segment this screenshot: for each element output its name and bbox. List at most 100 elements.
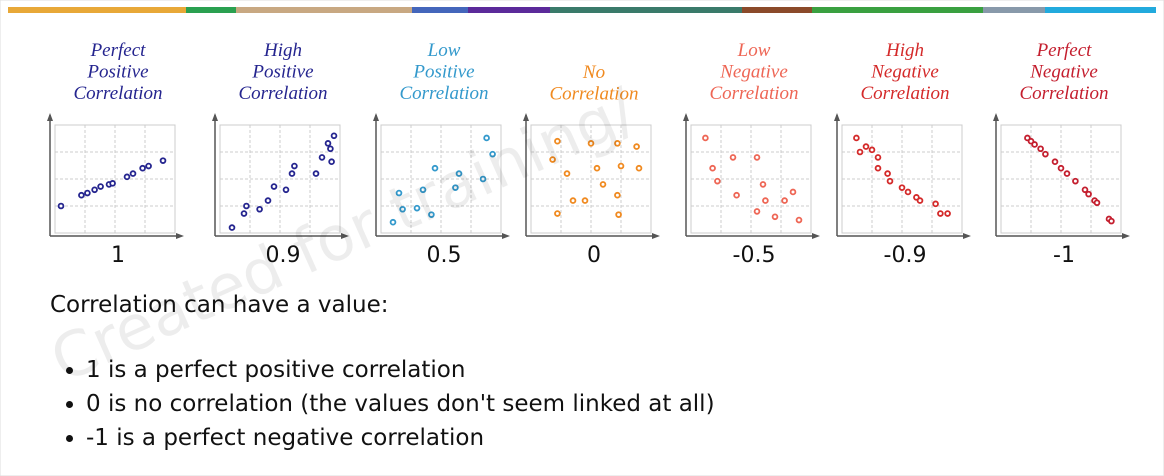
point xyxy=(129,170,137,177)
panel-title: Correlation xyxy=(73,83,162,104)
panel-title: Positive xyxy=(86,62,148,83)
arrow xyxy=(523,113,529,121)
point xyxy=(139,164,146,172)
panel-title: Negative xyxy=(870,62,939,83)
point xyxy=(862,143,870,150)
point xyxy=(771,213,779,221)
point xyxy=(932,200,939,208)
point xyxy=(228,224,236,231)
bullet: -1 is a perfect negative correlation xyxy=(86,424,715,453)
point xyxy=(599,181,607,188)
point xyxy=(753,154,761,161)
point xyxy=(145,162,152,170)
correlation-value: 1 xyxy=(111,243,125,268)
arrow xyxy=(47,113,53,121)
point xyxy=(617,162,625,170)
point xyxy=(856,148,864,156)
point xyxy=(455,170,463,177)
panel-title: Correlation xyxy=(860,83,949,104)
point xyxy=(789,188,797,196)
point xyxy=(159,157,167,164)
panel-title: Correlation xyxy=(399,83,488,104)
point xyxy=(479,175,487,183)
top-bar xyxy=(8,7,1156,13)
point xyxy=(635,164,643,172)
correlation-value: -0.5 xyxy=(733,243,776,268)
point xyxy=(288,170,296,177)
panel-title: Perfect xyxy=(1036,40,1093,61)
point xyxy=(714,177,721,185)
point xyxy=(729,154,737,161)
point xyxy=(1057,164,1065,172)
point xyxy=(874,154,882,161)
panel-title: Correlation xyxy=(709,83,798,104)
point xyxy=(270,183,278,190)
point xyxy=(1031,141,1038,148)
point xyxy=(399,205,406,213)
correlation-value: -0.9 xyxy=(884,243,927,268)
point xyxy=(937,210,944,217)
point xyxy=(431,164,439,172)
panel-title: Negative xyxy=(1029,62,1098,83)
point xyxy=(1072,177,1079,185)
point xyxy=(84,189,91,197)
panel-title: Negative xyxy=(719,62,788,83)
point xyxy=(569,197,577,204)
point xyxy=(327,145,334,153)
point xyxy=(633,143,640,150)
point xyxy=(581,197,589,204)
arrow xyxy=(993,113,999,121)
arrow xyxy=(341,233,349,239)
panel-title: No xyxy=(582,62,605,83)
point xyxy=(97,183,104,190)
point xyxy=(1042,150,1049,158)
point xyxy=(1093,199,1101,207)
point xyxy=(328,158,335,166)
point xyxy=(886,177,894,185)
panel-title: Correlation xyxy=(549,84,638,105)
point xyxy=(853,134,860,142)
point xyxy=(554,210,561,217)
point xyxy=(614,191,621,199)
point xyxy=(916,197,924,204)
body-text: Correlation can have a value: 1 is a per… xyxy=(50,292,715,458)
point xyxy=(549,156,556,163)
point xyxy=(91,186,98,194)
point xyxy=(256,205,263,213)
point xyxy=(282,186,290,194)
correlation-value: -1 xyxy=(1053,243,1075,268)
point xyxy=(395,189,403,197)
point xyxy=(702,134,709,142)
point xyxy=(762,197,769,204)
point xyxy=(428,211,435,218)
intro: Correlation can have a value: xyxy=(50,292,389,318)
bullet: 1 is a perfect positive correlation xyxy=(86,356,715,385)
point xyxy=(781,197,788,204)
point xyxy=(944,210,951,217)
panel-title: Correlation xyxy=(238,83,327,104)
point xyxy=(330,132,338,140)
point xyxy=(109,180,116,187)
point xyxy=(759,181,767,188)
panel-title: Low xyxy=(427,40,461,61)
point xyxy=(884,170,891,177)
point xyxy=(614,140,621,147)
point xyxy=(1081,186,1089,194)
bullet: 0 is no correlation (the values don't se… xyxy=(86,390,715,419)
point xyxy=(874,164,882,172)
point xyxy=(78,191,85,199)
point xyxy=(554,137,561,145)
panel-title: Positive xyxy=(251,62,313,83)
correlation-value: 0.5 xyxy=(427,243,462,268)
arrow xyxy=(963,233,971,239)
point xyxy=(898,184,906,191)
correlation-value: 0 xyxy=(587,243,601,268)
arrow xyxy=(502,233,510,239)
panel-title: Low xyxy=(737,40,771,61)
point xyxy=(615,211,622,218)
point xyxy=(243,202,250,210)
correlation-value: 0.9 xyxy=(266,243,301,268)
point xyxy=(264,197,272,204)
